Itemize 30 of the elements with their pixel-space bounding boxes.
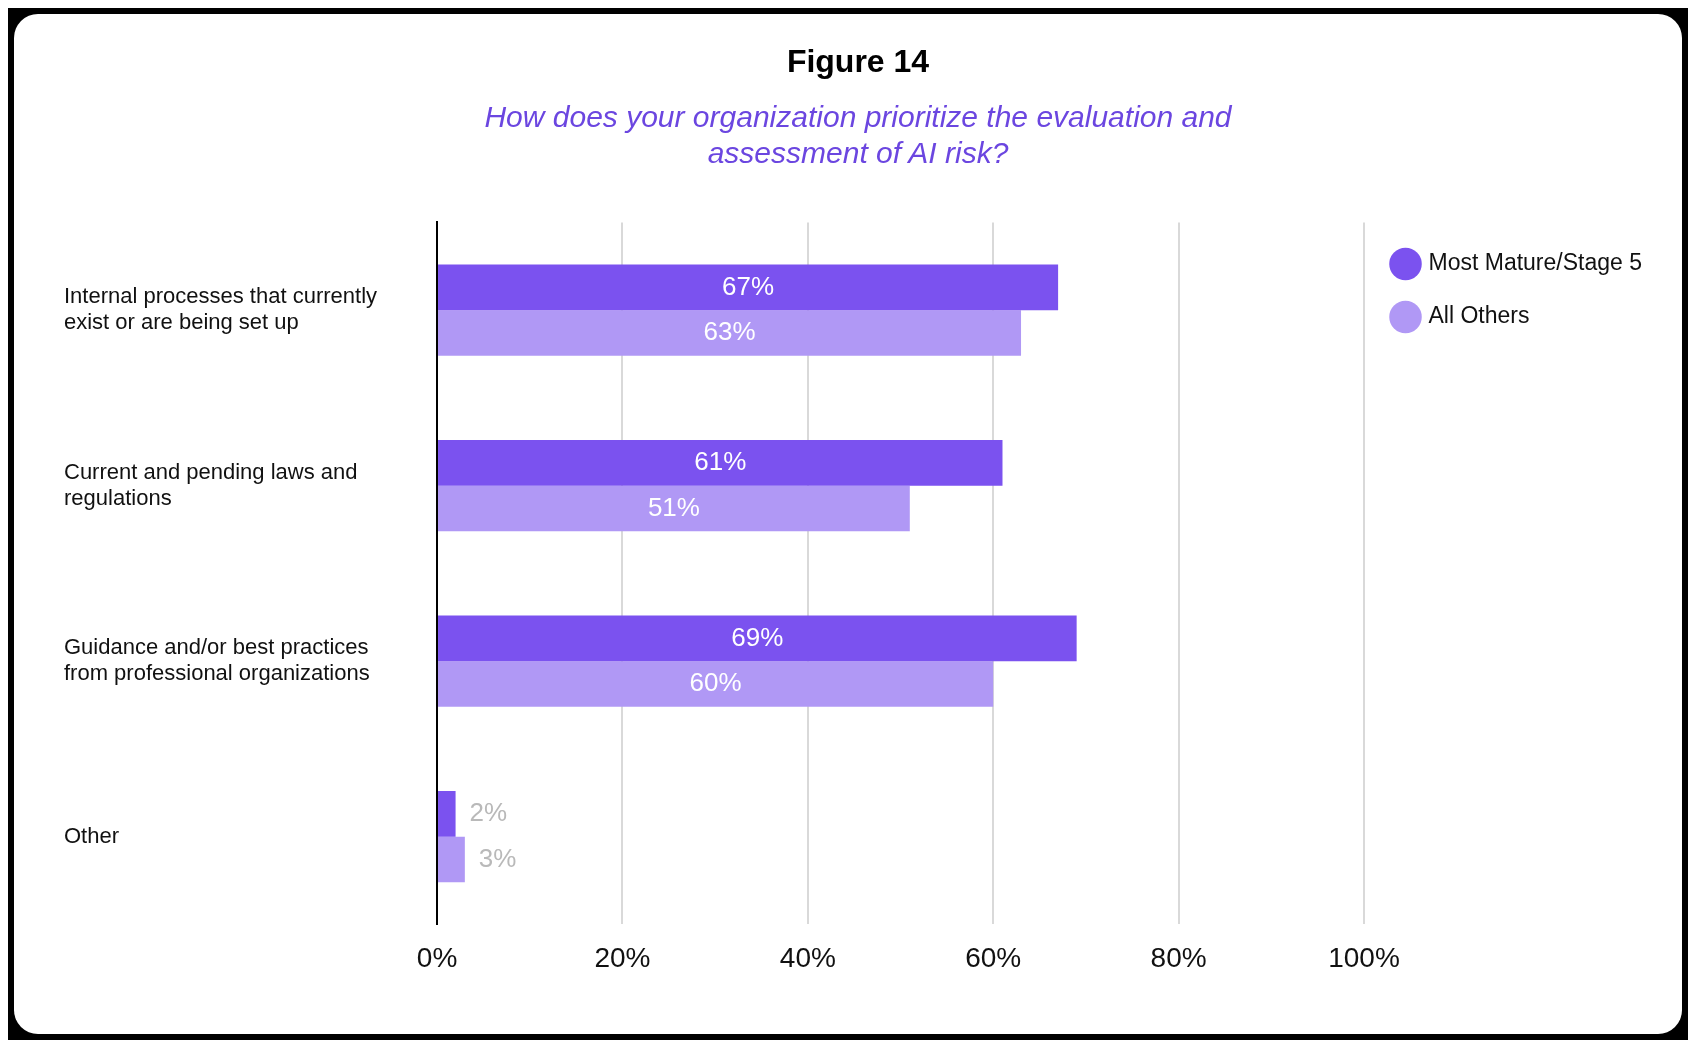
data-label: 51%	[647, 491, 700, 522]
data-label: 69%	[731, 621, 784, 652]
bar	[438, 791, 456, 837]
x-tick-label: 80%	[1150, 941, 1207, 973]
data-label: 67%	[722, 270, 775, 301]
bar	[438, 661, 994, 707]
x-tick-label: 100%	[1328, 941, 1400, 973]
y-tick-label: Current and pending laws and regulations	[64, 458, 358, 510]
chart-subtitle: How does your organization prioritize the evaluation and assessment of AI risk?	[484, 99, 1233, 169]
y-tick-label: Guidance and/or best practices from professional organizations	[64, 634, 370, 686]
bar	[438, 615, 1077, 662]
x-tick-label: 20%	[594, 941, 651, 973]
y-tick-label: Other	[64, 822, 120, 848]
y-tick-label: Internal processes that currently exist or are being set up	[64, 283, 378, 335]
bar	[438, 310, 1022, 356]
bar	[438, 485, 910, 532]
data-label: 2%	[469, 797, 508, 828]
chart-title: Figure 14	[786, 43, 930, 80]
bar	[438, 836, 465, 883]
legend-label: Most Mature/Stage 5	[1428, 249, 1643, 276]
data-label: 63%	[703, 316, 756, 347]
legend-label: All Others	[1428, 302, 1530, 329]
bar	[438, 440, 1003, 486]
x-tick-label: 40%	[779, 941, 836, 973]
data-label: 3%	[478, 842, 517, 873]
bar	[438, 264, 1059, 311]
x-tick-label: 0%	[416, 941, 458, 973]
data-label: 61%	[694, 446, 747, 477]
data-label: 60%	[689, 667, 742, 698]
x-tick-label: 60%	[965, 941, 1022, 973]
